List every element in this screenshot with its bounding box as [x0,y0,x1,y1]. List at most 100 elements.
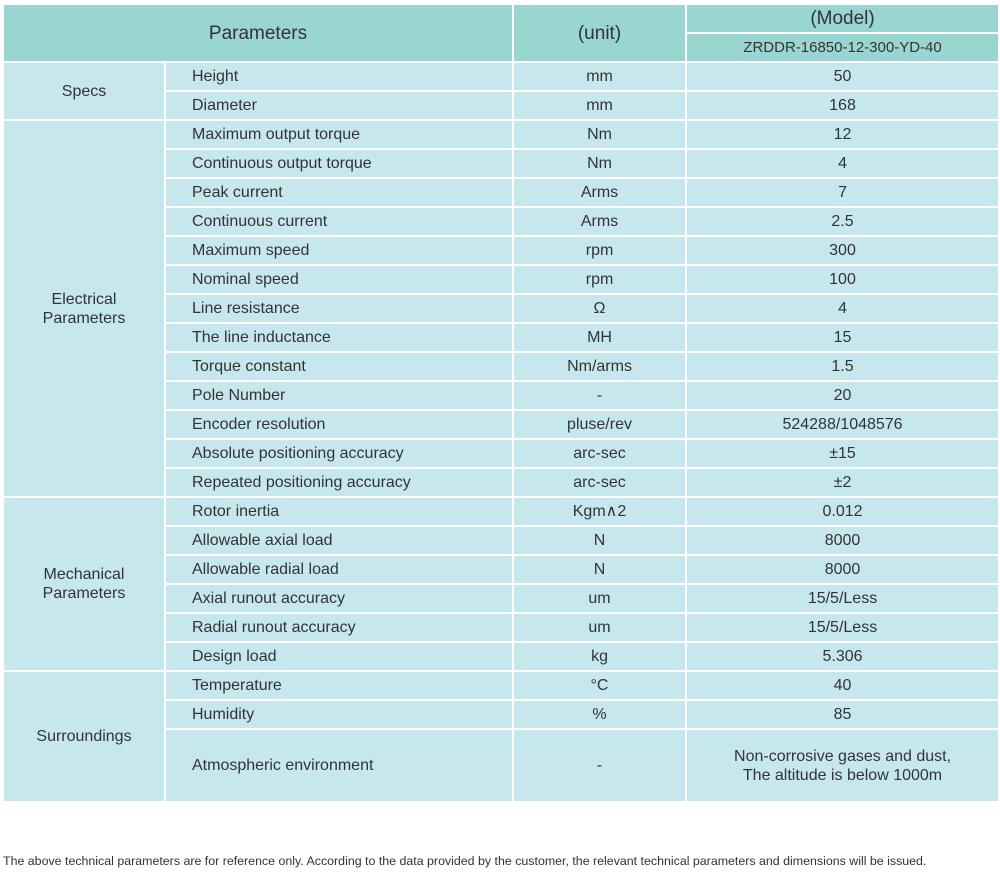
param-unit: N [512,554,688,585]
param-value: 1.5 [685,351,1000,382]
param-unit: Arms [512,206,688,237]
param-unit: Nm [512,148,688,179]
param-unit: Kgm∧2 [512,496,688,527]
param-name: Line resistance [163,293,515,324]
param-value: 50 [685,61,1000,92]
param-value: ±2 [685,467,1000,498]
table-row: Allowable radial load N 8000 [3,554,1000,585]
group-label: Specs [2,61,166,121]
param-name: The line inductance [163,322,515,353]
param-value: 12 [685,119,1000,150]
spec-table: Parameters (unit) (Model) ZRDDR-16850-12… [1,3,1000,803]
param-unit: kg [512,641,688,672]
param-name: Axial runout accuracy [163,583,515,614]
param-unit: rpm [512,264,688,295]
param-name: Absolute positioning accuracy [163,438,515,469]
param-name: Radial runout accuracy [163,612,515,643]
header-model-label: (Model) [685,3,1000,34]
param-value: 5.306 [685,641,1000,672]
param-name: Encoder resolution [163,409,515,440]
group-label: Mechanical Parameters [2,496,166,672]
param-name: Continuous current [163,206,515,237]
table-row: Surroundings Temperature °C 40 [2,670,1000,803]
param-name: Humidity [163,699,515,730]
param-name: Diameter [163,90,515,121]
param-unit: - [512,380,688,411]
param-name: Maximum speed [163,235,515,266]
param-value: 8000 [685,525,1000,556]
param-unit: - [512,728,688,803]
param-name: Pole Number [163,380,515,411]
table-row: Nominal speed rpm 100 [3,264,1000,295]
param-unit: arc-sec [512,467,688,498]
table-body: Specs Height mm 50 Diameter mm 168 Electrical P… [2,61,1000,803]
param-value: 524288/1048576 [685,409,1000,440]
table-row: Line resistance Ω 4 [3,293,1000,324]
table-row: Axial runout accuracy um 15/5/Less [3,583,1000,614]
param-unit: MH [512,322,688,353]
param-value: ±15 [685,438,1000,469]
param-unit: Arms [512,177,688,208]
param-name: Rotor inertia [163,496,515,527]
param-name: Atmospheric environment [163,728,515,803]
param-name: Allowable radial load [163,554,515,585]
param-value: 300 [685,235,1000,266]
param-unit: rpm [512,235,688,266]
param-value: 168 [685,90,1000,121]
param-name: Temperature [163,670,515,701]
param-name: Design load [163,641,515,672]
table-row: Pole Number -20 [3,380,1000,411]
table-row: The line inductance MH 15 [3,322,1000,353]
param-unit: pluse/rev [512,409,688,440]
param-value: 15/5/Less [685,612,1000,643]
param-unit: °C [512,670,688,701]
param-value: 0.012 [685,496,1000,527]
header-model-name: ZRDDR-16850-12-300-YD-40 [685,32,1000,63]
param-value: 15 [685,322,1000,353]
param-unit: mm [512,61,688,92]
table-row: Continuous current Arms 2.5 [3,206,1000,237]
table-row: Electrical Parameters Maximum output torq… [2,119,1000,498]
param-unit: Ω [512,293,688,324]
param-unit: um [512,583,688,614]
param-value: 2.5 [685,206,1000,237]
param-name: Nominal speed [163,264,515,295]
table-row: Allowable axial load N 8000 [3,525,1000,556]
table-row: Absolute positioning accuracy arc-sec ±15 [3,438,1000,469]
param-name: Height [163,61,515,92]
param-name: Torque constant [163,351,515,382]
param-unit: N [512,525,688,556]
header-parameters: Parameters [1,3,515,63]
table-row: Atmospheric environment - Non-corrosive ga… [3,728,1000,803]
table-row: Repeated positioning accuracy arc-sec ±2 [3,467,1000,498]
param-unit: % [512,699,688,730]
param-value: 100 [685,264,1000,295]
param-unit: um [512,612,688,643]
table-row: Humidity% 85 [3,699,1000,730]
header-unit: (unit) [512,3,688,63]
group-label: Electrical Parameters [2,119,166,498]
param-name: Peak current [163,177,515,208]
footer-note: The above technical parameters are for r… [3,854,927,868]
param-value: 8000 [685,554,1000,585]
param-name: Allowable axial load [163,525,515,556]
param-unit: arc-sec [512,438,688,469]
table-row: Torque constant Nm/arms 1.5 [3,351,1000,382]
table-row: Diameter mm 168 [3,90,1000,121]
param-value: 20 [685,380,1000,411]
param-value: 85 [685,699,1000,730]
table-row: Mechanical Parameters Rotor inertia Kgm∧2 0… [2,496,1000,672]
param-value: 4 [685,148,1000,179]
param-value: 4 [685,293,1000,324]
table-row: Encoder resolution pluse/rev 524288/104857… [3,409,1000,440]
table-row: Radial runout accuracy um 15/5/Less [3,612,1000,643]
param-name: Repeated positioning accuracy [163,467,515,498]
table-row: Specs Height mm 50 [2,61,1000,121]
param-name: Maximum output torque [163,119,515,150]
param-unit: Nm [512,119,688,150]
group-label: Surroundings [2,670,166,803]
param-name: Continuous output torque [163,148,515,179]
table-row: Maximum speed rpm 300 [3,235,1000,266]
param-value: 40 [685,670,1000,701]
table-row: Continuous output torque Nm 4 [3,148,1000,179]
